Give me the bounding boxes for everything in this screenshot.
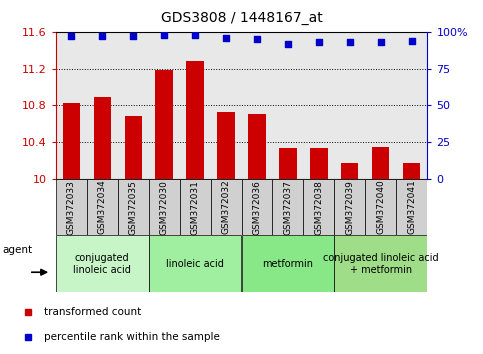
Bar: [280, 148, 297, 179]
Bar: [242, 179, 272, 235]
Point: [191, 32, 199, 38]
Text: GSM372036: GSM372036: [253, 179, 261, 235]
Bar: [397, 179, 427, 235]
Bar: [186, 61, 203, 179]
Text: GSM372038: GSM372038: [314, 179, 324, 235]
Text: linoleic acid: linoleic acid: [166, 259, 224, 269]
Text: conjugated
linoleic acid: conjugated linoleic acid: [73, 253, 131, 275]
Text: GSM372035: GSM372035: [128, 179, 138, 235]
Bar: [341, 163, 358, 179]
Bar: [56, 179, 86, 235]
Text: GSM372037: GSM372037: [284, 179, 293, 235]
Bar: [117, 179, 149, 235]
Point: [129, 33, 137, 39]
Text: percentile rank within the sample: percentile rank within the sample: [44, 332, 220, 342]
Bar: [149, 179, 180, 235]
Bar: [125, 116, 142, 179]
Point: [284, 41, 292, 46]
Bar: [86, 179, 117, 235]
Bar: [217, 112, 235, 179]
Bar: [372, 147, 389, 179]
Bar: [272, 179, 303, 235]
Text: agent: agent: [3, 245, 33, 255]
Bar: [62, 103, 80, 179]
Text: GDS3808 / 1448167_at: GDS3808 / 1448167_at: [161, 11, 322, 25]
Bar: [156, 70, 172, 179]
Text: GSM372031: GSM372031: [190, 179, 199, 235]
Bar: [180, 179, 211, 235]
Point: [160, 32, 168, 38]
Point: [315, 39, 323, 45]
Point: [67, 33, 75, 39]
Text: GSM372034: GSM372034: [98, 180, 107, 234]
Text: GSM372041: GSM372041: [408, 180, 416, 234]
Bar: [311, 148, 327, 179]
Bar: [334, 235, 427, 292]
Bar: [403, 163, 421, 179]
Text: GSM372030: GSM372030: [159, 179, 169, 235]
Text: metformin: metformin: [262, 259, 313, 269]
Bar: [94, 97, 111, 179]
Text: GSM372040: GSM372040: [376, 180, 385, 234]
Bar: [334, 179, 366, 235]
Text: GSM372039: GSM372039: [345, 179, 355, 235]
Bar: [248, 114, 266, 179]
Point: [98, 33, 106, 39]
Point: [346, 39, 354, 45]
Point: [222, 35, 230, 41]
Bar: [366, 179, 397, 235]
Point: [408, 38, 416, 44]
Point: [377, 39, 385, 45]
Text: GSM372033: GSM372033: [67, 179, 75, 235]
Text: transformed count: transformed count: [44, 307, 141, 318]
Bar: [242, 235, 334, 292]
Bar: [303, 179, 334, 235]
Bar: [149, 235, 242, 292]
Text: conjugated linoleic acid
+ metformin: conjugated linoleic acid + metformin: [323, 253, 439, 275]
Text: GSM372032: GSM372032: [222, 180, 230, 234]
Bar: [211, 179, 242, 235]
Point: [253, 36, 261, 42]
Bar: [56, 235, 149, 292]
